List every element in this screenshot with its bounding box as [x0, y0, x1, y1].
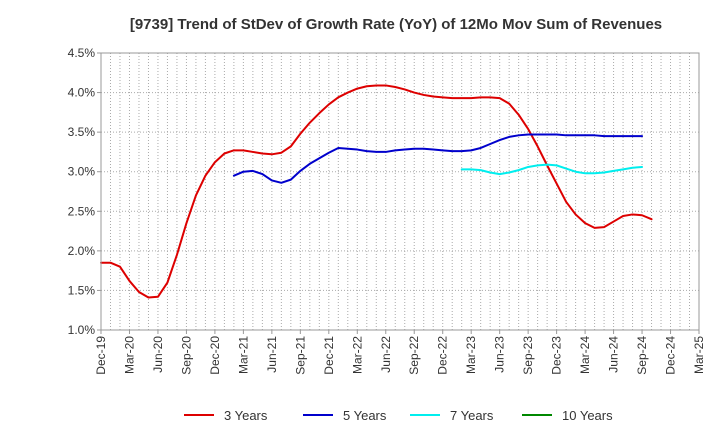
x-tick-label: Sep-23 [521, 336, 535, 375]
x-tick-label: Sep-22 [407, 336, 421, 375]
legend-label-5-years: 5 Years [343, 408, 387, 423]
x-tick-label: Dec-20 [208, 336, 222, 375]
x-tick-label: Mar-25 [692, 336, 706, 374]
x-tick-label: Jun-24 [607, 336, 621, 373]
y-tick-label: 3.5% [68, 125, 96, 139]
legend-label-3-years: 3 Years [224, 408, 268, 423]
x-tick-label: Jun-23 [493, 336, 507, 373]
x-tick-label: Sep-20 [179, 336, 193, 375]
y-tick-label: 2.5% [68, 204, 96, 218]
y-tick-label: 1.0% [68, 323, 96, 337]
x-tick-label: Dec-24 [664, 336, 678, 375]
x-tick-label: Mar-24 [578, 336, 592, 374]
x-tick-label: Jun-21 [265, 336, 279, 373]
x-axis: Dec-19 Mar-20 Jun-20 Sep-20 Dec-20 Mar-21 Jun-… [94, 330, 706, 375]
legend-label-10-years: 10 Years [562, 408, 613, 423]
y-tick-label: 2.0% [68, 244, 96, 258]
y-tick-label: 4.5% [68, 46, 96, 60]
x-tick-label: Sep-21 [293, 336, 307, 375]
x-tick-label: Dec-22 [436, 336, 450, 375]
series-line-5-years [232, 133, 644, 184]
legend: 3 Years 5 Years 7 Years 10 Years [184, 408, 613, 423]
x-tick-label: Mar-22 [350, 336, 364, 374]
x-tick-label: Mar-20 [122, 336, 136, 374]
series-line-3-years [100, 84, 653, 299]
legend-label-7-years: 7 Years [450, 408, 494, 423]
x-tick-label: Dec-21 [322, 336, 336, 375]
y-tick-label: 1.5% [68, 283, 96, 297]
x-tick-label: Dec-23 [550, 336, 564, 375]
x-tick-label: Mar-21 [236, 336, 250, 374]
plot-frame [100, 52, 700, 331]
y-tick-label: 3.0% [68, 165, 96, 179]
chart-title: [9739] Trend of StDev of Growth Rate (Yo… [130, 16, 662, 33]
series-line-7-years [460, 163, 644, 176]
x-tick-label: Jun-20 [151, 336, 165, 373]
x-tick-label: Jun-22 [379, 336, 393, 373]
x-tick-label: Dec-19 [94, 336, 108, 375]
x-tick-label: Mar-23 [464, 336, 478, 374]
x-tick-label: Sep-24 [635, 336, 649, 375]
grid [101, 53, 699, 330]
series-lines [100, 84, 653, 299]
y-tick-label: 4.0% [68, 86, 96, 100]
y-axis: 1.0% 1.5% 2.0% 2.5% 3.0% 3.5% 4.0% 4.5% [68, 46, 101, 337]
